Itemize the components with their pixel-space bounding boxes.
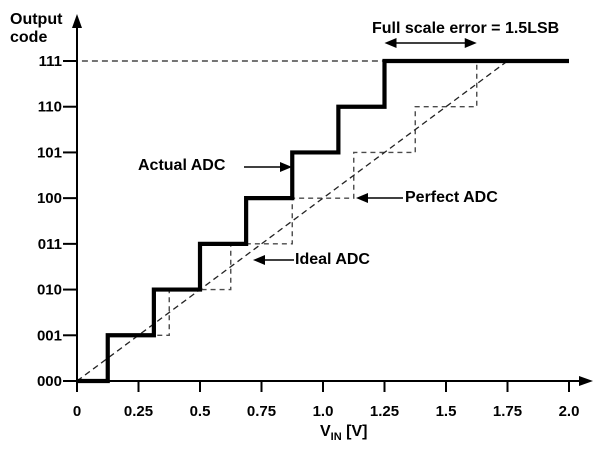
y-tick-label: 000 — [37, 373, 62, 390]
y-tick-label: 011 — [38, 236, 62, 253]
y-tick-label: 110 — [38, 99, 62, 116]
arrowhead-actual-adc — [280, 162, 292, 172]
y-tick-label: 101 — [37, 144, 62, 161]
x-tick-label: 1.75 — [493, 403, 522, 420]
x-tick-label: 0.75 — [247, 403, 276, 420]
y-tick-label: 111 — [39, 53, 62, 70]
annotation-full-scale-error: Full scale error = 1.5LSB — [372, 20, 560, 37]
annotation-perfect-adc: Perfect ADC — [405, 189, 498, 206]
x-axis-title-symbol: V — [320, 423, 331, 440]
y-axis-title: Output code — [10, 11, 63, 46]
full-scale-error-arrowhead-left — [384, 38, 397, 48]
annotation-ideal-adc: Ideal ADC — [295, 251, 370, 268]
perfect-adc-staircase — [77, 60, 569, 382]
annotation-actual-adc: Actual ADC — [138, 157, 226, 174]
x-tick-label: 0 — [73, 403, 81, 420]
x-axis-title: VIN [V] — [320, 423, 367, 443]
x-tick-label: 0.5 — [190, 403, 211, 420]
y-tick-label: 100 — [37, 190, 62, 207]
x-tick-label: 2.0 — [559, 403, 580, 420]
full-scale-error-arrowhead-right — [464, 38, 477, 48]
x-axis-arrowhead — [579, 376, 593, 386]
y-tick-label: 010 — [37, 282, 62, 299]
x-axis-title-unit: [V] — [341, 423, 368, 440]
x-tick-label: 1.5 — [436, 403, 457, 420]
actual-adc-staircase — [77, 58, 569, 384]
y-axis-arrowhead — [72, 14, 82, 28]
x-tick-label: 1.25 — [370, 403, 399, 420]
x-tick-label: 0.25 — [124, 403, 153, 420]
arrowhead-ideal-adc — [253, 255, 265, 265]
x-tick-label: 1.0 — [313, 403, 334, 420]
x-axis-title-subscript: IN — [330, 431, 342, 444]
y-tick-label: 001 — [37, 327, 62, 344]
arrowhead-perfect-adc — [356, 193, 368, 203]
ideal-adc-line — [76, 60, 508, 382]
